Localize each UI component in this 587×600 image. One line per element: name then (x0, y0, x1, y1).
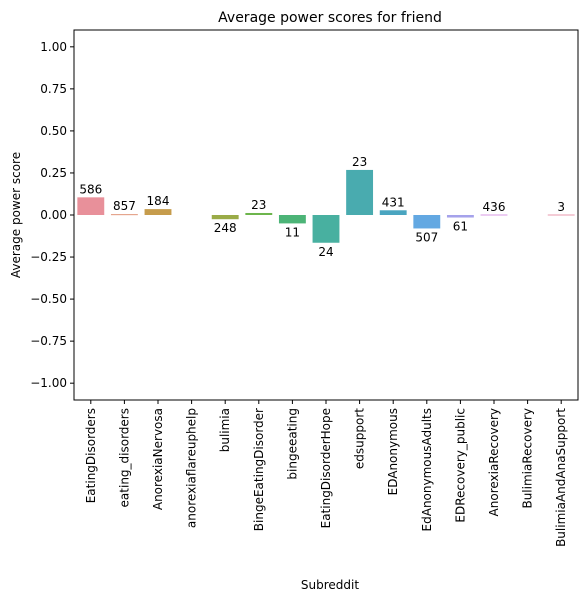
y-tick-label: −0.25 (30, 250, 67, 264)
bars-group (77, 169, 575, 243)
y-tick-label: 0.25 (40, 166, 67, 180)
x-tick-label: anorexiaflareuphelp (185, 408, 199, 528)
data-label-bingeeating: 11 (285, 225, 300, 239)
x-tick-label: EDAnonymous (386, 408, 400, 495)
y-tick-label: 0.50 (40, 124, 67, 138)
data-label-edsupport: 23 (352, 155, 367, 169)
y-tick-label: 1.00 (40, 40, 67, 54)
bar-BingeEatingDisorder (245, 212, 273, 215)
bar-edsupport (346, 169, 374, 215)
data-label-EDAnonymous: 431 (382, 195, 405, 209)
bar-EDRecovery_public (446, 215, 474, 218)
data-label-bulimia: 248 (214, 221, 237, 235)
x-tick-label: AnorexiaNervosa (151, 408, 165, 510)
data-label-AnorexiaNervosa: 184 (147, 194, 170, 208)
y-tick-label: 0.75 (40, 82, 67, 96)
bar-BulimiaAndAnaSupport (547, 214, 575, 216)
x-tick-label: EDRecovery_public (453, 408, 467, 523)
x-tick-label: AnorexiaRecovery (487, 408, 501, 516)
x-axis-label: Subreddit (301, 578, 359, 592)
bar-EatingDisorders (77, 197, 105, 215)
y-tick-label: −0.50 (30, 292, 67, 306)
x-tick-label: BulimiaRecovery (521, 408, 535, 509)
data-label-eating_disorders: 857 (113, 199, 136, 213)
x-tick-label: bingeeating (285, 408, 299, 480)
data-label-BingeEatingDisorder: 23 (251, 198, 266, 212)
bar-EDAnonymous (379, 210, 407, 215)
y-axis: −1.00 −0.75 −0.50 −0.25 0.00 0.25 0.50 0.75 1.00 (30, 40, 74, 390)
bar-AnorexiaRecovery (480, 214, 508, 216)
data-label-EatingDisorders: 586 (79, 182, 102, 196)
y-tick-label: −0.75 (30, 334, 67, 348)
chart-title: Average power scores for friend (218, 10, 442, 26)
bar-eating_disorders (110, 214, 138, 216)
y-axis-label: Average power score (9, 152, 23, 278)
x-tick-label: EatingDisorders (84, 408, 98, 503)
x-tick-label: edsupport (353, 408, 367, 469)
bar-bulimia (211, 215, 239, 220)
data-labels-group: 586 857 184 248 23 11 24 23 431 507 61 436 3 (79, 155, 565, 259)
x-tick-label: eating_disorders (117, 408, 131, 507)
x-tick-label: BulimiaAndAnaSupport (554, 408, 568, 547)
x-tick-label: bulimia (218, 408, 232, 452)
data-label-AnorexiaRecovery: 436 (483, 200, 506, 214)
x-axis: EatingDisorders eating_disorders AnorexiaN… (84, 400, 568, 547)
bar-EdAnonymousAdults (413, 215, 441, 229)
x-tick-label: EdAnonymousAdults (420, 408, 434, 531)
data-label-EdAnonymousAdults: 507 (415, 230, 438, 244)
y-tick-label: −1.00 (30, 376, 67, 390)
data-label-BulimiaAndAnaSupport: 3 (557, 200, 565, 214)
data-label-EDRecovery_public: 61 (453, 220, 468, 234)
data-label-EatingDisorderHope: 24 (318, 245, 333, 259)
y-tick-label: 0.00 (40, 208, 67, 222)
x-tick-label: BingeEatingDisorder (252, 408, 266, 531)
bar-EatingDisorderHope (312, 215, 340, 243)
plot-frame (73, 29, 579, 401)
bar-bingeeating (278, 215, 306, 224)
bar-AnorexiaNervosa (144, 209, 172, 215)
x-tick-label: EatingDisorderHope (319, 408, 333, 528)
